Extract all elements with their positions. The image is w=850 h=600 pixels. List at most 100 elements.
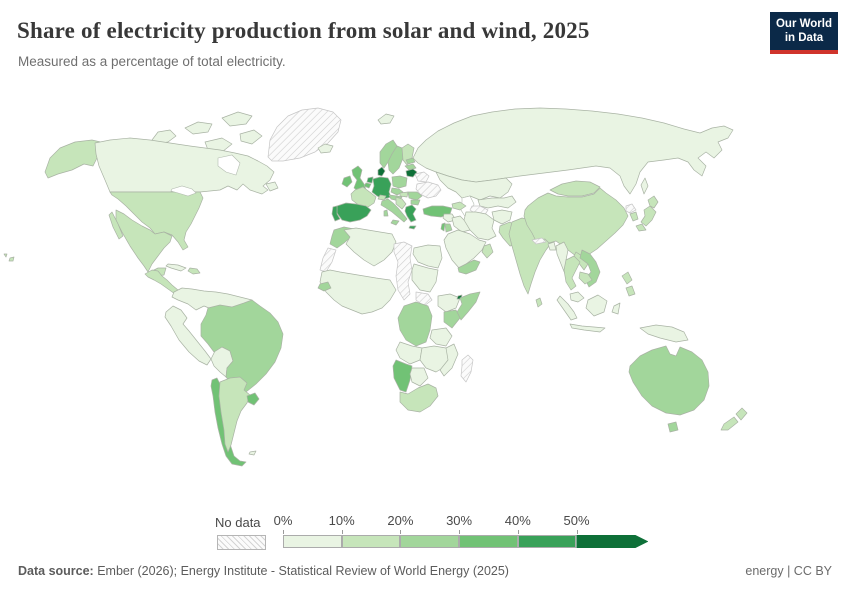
legend-segment[interactable] <box>341 535 401 548</box>
country-denmark[interactable] <box>377 166 386 177</box>
country-yemen[interactable] <box>457 259 481 275</box>
country-somalia[interactable] <box>456 291 481 321</box>
country-oman[interactable] <box>481 243 494 259</box>
country-belarus[interactable] <box>414 171 430 183</box>
country-tanzania[interactable] <box>429 327 453 347</box>
country-thailand[interactable] <box>563 255 581 291</box>
country-netherlands[interactable] <box>366 176 374 184</box>
country-canada-arctic[interactable] <box>184 121 213 135</box>
country-namibia[interactable] <box>392 359 413 393</box>
country-kenya[interactable] <box>443 309 461 329</box>
country-caucasus[interactable] <box>451 201 467 211</box>
country-hawaii[interactable] <box>8 256 15 262</box>
country-philippines[interactable] <box>625 285 636 297</box>
legend-segment[interactable] <box>459 535 518 548</box>
country-egypt[interactable] <box>412 244 443 269</box>
country-bangladesh[interactable] <box>547 241 557 251</box>
country-drc[interactable] <box>397 301 433 347</box>
country-central-asia[interactable] <box>477 195 517 209</box>
country-west-africa[interactable] <box>319 269 397 315</box>
country-argentina[interactable] <box>218 376 251 453</box>
country-canada[interactable] <box>94 137 275 195</box>
country-belgium[interactable] <box>363 182 372 189</box>
country-south-korea[interactable] <box>629 211 639 222</box>
country-south-sudan[interactable] <box>415 291 433 307</box>
country-south-africa[interactable] <box>399 383 439 413</box>
country-nepal[interactable] <box>531 237 547 245</box>
country-baja[interactable] <box>108 211 124 240</box>
country-canada-arctic[interactable] <box>239 129 263 145</box>
country-poland[interactable] <box>391 175 408 189</box>
country-java[interactable] <box>569 323 606 333</box>
country-usa[interactable] <box>109 191 204 251</box>
country-estonia[interactable] <box>405 157 416 165</box>
country-australia[interactable] <box>628 345 710 416</box>
country-cuba[interactable] <box>165 263 187 272</box>
country-japan[interactable] <box>647 195 659 209</box>
country-new-zealand[interactable] <box>720 416 739 431</box>
country-sudan[interactable] <box>411 263 439 293</box>
country-svalbard[interactable] <box>377 113 395 125</box>
country-bulgaria[interactable] <box>410 199 421 206</box>
country-peru[interactable] <box>164 305 212 366</box>
country-senegal[interactable] <box>317 281 332 292</box>
country-romania[interactable] <box>407 191 423 201</box>
country-libya-chad[interactable] <box>393 241 413 301</box>
country-iceland[interactable] <box>317 143 334 154</box>
country-newfoundland[interactable] <box>265 181 279 192</box>
country-lithuania[interactable] <box>405 168 418 178</box>
country-sakhalin[interactable] <box>640 177 649 195</box>
country-tasmania[interactable] <box>667 421 679 433</box>
owid-logo[interactable]: Our World in Data <box>770 12 838 54</box>
country-cambodia[interactable] <box>578 271 593 285</box>
country-mexico[interactable] <box>115 209 173 273</box>
country-botswana[interactable] <box>409 367 429 387</box>
country-sri-lanka[interactable] <box>535 297 543 308</box>
country-hawaii[interactable] <box>3 253 8 258</box>
country-japan[interactable] <box>635 223 647 232</box>
country-canada-arctic[interactable] <box>221 111 253 127</box>
country-angola[interactable] <box>395 341 423 365</box>
country-madagascar[interactable] <box>460 354 474 383</box>
legend-segment[interactable] <box>283 535 342 548</box>
country-new-guinea[interactable] <box>639 324 689 343</box>
country-latvia[interactable] <box>404 163 417 171</box>
country-balkans[interactable] <box>395 196 407 210</box>
country-spain[interactable] <box>336 202 372 223</box>
country-western-sahara[interactable] <box>319 247 337 273</box>
country-portugal[interactable] <box>331 205 341 222</box>
country-vietnam[interactable] <box>579 249 601 288</box>
country-japan[interactable] <box>640 205 657 227</box>
country-north-korea[interactable] <box>625 203 637 214</box>
country-mongolia[interactable] <box>549 180 601 197</box>
country-hungary[interactable] <box>399 191 409 198</box>
country-russia[interactable] <box>412 107 734 195</box>
legend-segment[interactable] <box>400 535 460 548</box>
country-jordan[interactable] <box>444 223 453 233</box>
country-mozambique[interactable] <box>439 343 459 377</box>
country-new-zealand[interactable] <box>735 407 748 421</box>
country-sicily[interactable] <box>390 219 400 226</box>
country-uruguay[interactable] <box>246 392 260 406</box>
legend-bar[interactable] <box>283 535 648 548</box>
country-ethiopia[interactable] <box>437 293 461 313</box>
country-greenland[interactable] <box>267 107 342 162</box>
country-sardinia[interactable] <box>383 209 389 217</box>
country-crete[interactable] <box>408 225 417 230</box>
country-ukraine[interactable] <box>415 181 442 199</box>
country-malaysia[interactable] <box>569 291 585 303</box>
country-iran[interactable] <box>463 211 497 241</box>
country-greece[interactable] <box>404 204 417 223</box>
country-hispaniola[interactable] <box>187 267 201 275</box>
country-philippines[interactable] <box>621 271 633 285</box>
legend-no-data-swatch[interactable] <box>217 535 266 550</box>
country-saudi-arabia[interactable] <box>443 229 487 269</box>
country-italy[interactable] <box>380 198 408 223</box>
license-note[interactable]: energy | CC BY <box>745 564 832 578</box>
country-algeria[interactable] <box>343 227 397 267</box>
country-falklands[interactable] <box>248 450 257 456</box>
country-china[interactable] <box>523 187 629 260</box>
country-sumatra[interactable] <box>556 295 578 321</box>
country-afghanistan[interactable] <box>491 209 513 225</box>
legend-segment[interactable] <box>576 535 648 548</box>
